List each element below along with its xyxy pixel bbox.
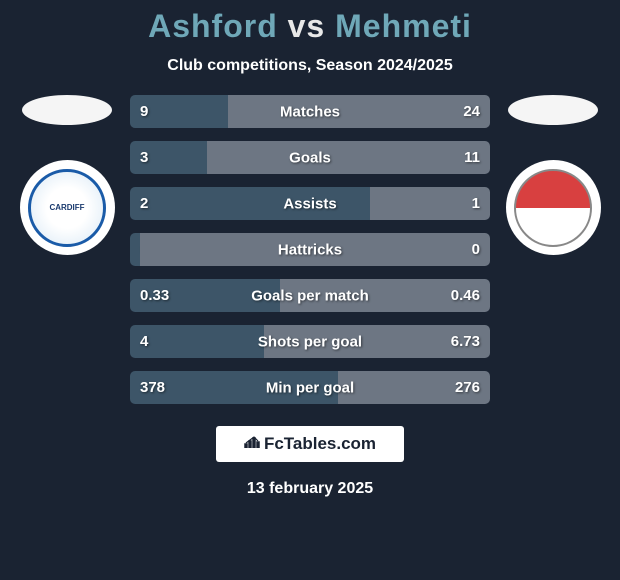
stat-right-value: 0.46 xyxy=(451,287,480,304)
fctables-logo: FcTables.com xyxy=(216,426,404,462)
stat-right-value: 11 xyxy=(464,149,480,166)
stat-left-value: 0.33 xyxy=(140,287,169,304)
stat-bar-right: 24 xyxy=(228,95,490,128)
cardiff-crest-icon: CARDIFF xyxy=(28,169,106,247)
stat-bar-left: 4 xyxy=(130,325,264,358)
stats-column: 9 24 Matches 3 11 Goals 2 1 Assists 0 0 Hattricks 0.… xyxy=(130,95,490,404)
stat-bar: 378 276 Min per goal xyxy=(130,371,490,404)
stat-bar-left: 9 xyxy=(130,95,228,128)
player1-avatar xyxy=(22,95,112,125)
chart-icon xyxy=(244,434,260,454)
stat-bar-left: 0 xyxy=(130,233,140,266)
stat-right-value: 276 xyxy=(455,379,480,396)
stat-bar: 0.33 0.46 Goals per match xyxy=(130,279,490,312)
player2-avatar xyxy=(508,95,598,125)
title: Ashford vs Mehmeti xyxy=(0,8,620,45)
header: Ashford vs Mehmeti Club competitions, Se… xyxy=(0,0,620,75)
stat-bar-right: 1 xyxy=(370,187,490,220)
stat-label: Goals per match xyxy=(251,287,369,304)
stat-label: Goals xyxy=(289,149,331,166)
player2-name: Mehmeti xyxy=(335,8,472,44)
content: CARDIFF 9 24 Matches 3 11 Goals 2 1 Assists 0 0 Hat… xyxy=(0,95,620,404)
stat-bar: 0 0 Hattricks xyxy=(130,233,490,266)
stat-left-value: 9 xyxy=(140,103,148,120)
stat-right-value: 24 xyxy=(463,103,480,120)
date-text: 13 february 2025 xyxy=(0,480,620,498)
stat-label: Assists xyxy=(283,195,336,212)
stat-bar: 3 11 Goals xyxy=(130,141,490,174)
stat-bar-left: 3 xyxy=(130,141,207,174)
bristol-crest-icon xyxy=(514,169,592,247)
stat-label: Shots per goal xyxy=(258,333,362,350)
stat-bar: 4 6.73 Shots per goal xyxy=(130,325,490,358)
stat-label: Hattricks xyxy=(278,241,342,258)
stat-bar: 9 24 Matches xyxy=(130,95,490,128)
stat-label: Min per goal xyxy=(266,379,354,396)
stat-right-value: 0 xyxy=(472,241,480,258)
vs-text: vs xyxy=(288,8,326,44)
stat-right-value: 1 xyxy=(472,195,480,212)
player2-badge xyxy=(506,160,601,255)
right-column xyxy=(498,95,608,255)
stat-left-value: 2 xyxy=(140,195,148,212)
logo-text: FcTables.com xyxy=(264,434,376,453)
subtitle: Club competitions, Season 2024/2025 xyxy=(0,57,620,75)
stat-bar: 2 1 Assists xyxy=(130,187,490,220)
stat-left-value: 378 xyxy=(140,379,165,396)
stat-left-value: 3 xyxy=(140,149,148,166)
footer: FcTables.com 13 february 2025 xyxy=(0,426,620,498)
player1-name: Ashford xyxy=(148,8,278,44)
stat-label: Matches xyxy=(280,103,340,120)
player1-badge: CARDIFF xyxy=(20,160,115,255)
stat-right-value: 6.73 xyxy=(451,333,480,350)
left-column: CARDIFF xyxy=(12,95,122,255)
stat-bar-right: 276 xyxy=(338,371,490,404)
stat-left-value: 4 xyxy=(140,333,148,350)
stat-bar-right: 11 xyxy=(207,141,490,174)
